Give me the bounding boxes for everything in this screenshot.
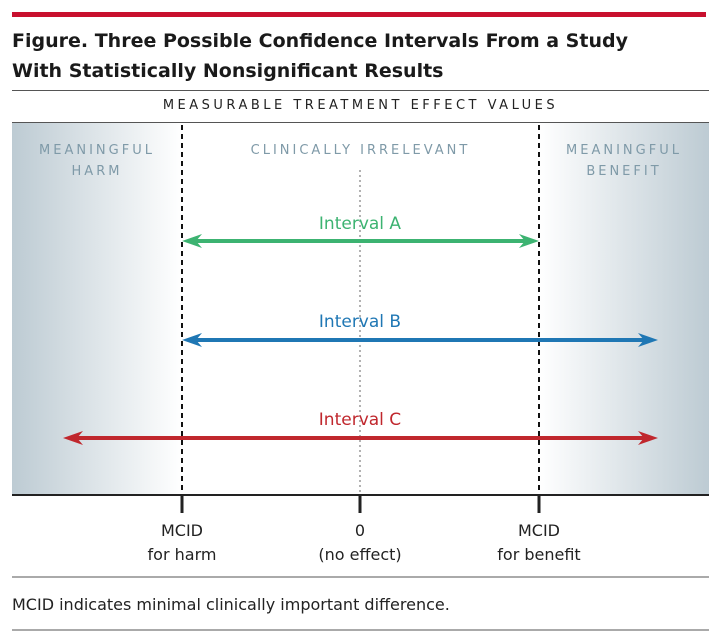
zone-clinically-irrelevant: CLINICALLY IRRELEVANT [182,140,539,161]
figure-title-line-1: Figure. Three Possible Confidence Interv… [12,30,628,52]
tick-label-mcid-harm: MCID for harm [102,519,262,567]
mcid-benefit-line-1: MCID [517,521,560,540]
zero-line-1: 0 [354,521,366,540]
top-accent-rule [12,12,706,17]
band-bottom-rule [12,122,709,123]
arrowhead-right [519,234,539,248]
footnote: MCID indicates minimal clinically import… [12,595,450,614]
interval-a-arrow [182,234,539,248]
zone-benefit-line-2: BENEFIT [586,164,662,179]
arrowhead-left [63,431,83,445]
arrowhead-left [182,333,202,347]
arrowhead-right [638,333,658,347]
tick-label-zero: 0 (no effect) [280,519,440,567]
mcid-benefit-line-2: for benefit [497,545,581,564]
zone-harm-line-1: MEANINGFUL [39,143,155,158]
interval-c-label: Interval C [318,410,402,430]
interval-c-arrow [63,431,658,445]
arrowhead-left [182,234,202,248]
band-top-rule [12,90,709,91]
interval-a-label: Interval A [318,214,402,234]
zone-irrelevant-label: CLINICALLY IRRELEVANT [250,143,471,158]
benefit-zone-shading [539,123,709,495]
zone-meaningful-benefit: MEANINGFUL BENEFIT [539,140,709,182]
band-label: MEASURABLE TREATMENT EFFECT VALUES [162,98,559,113]
zone-harm-line-2: HARM [71,164,123,179]
interval-b-arrow [182,333,658,347]
mcid-harm-line-1: MCID [160,521,203,540]
mcid-harm-line-2: for harm [147,545,217,564]
figure-title-line-2: With Statistically Nonsignificant Result… [12,60,444,82]
interval-b-label: Interval B [318,312,402,332]
figure-title: Figure. Three Possible Confidence Interv… [12,26,712,86]
zone-benefit-line-1: MEANINGFUL [566,143,682,158]
arrowhead-right [638,431,658,445]
harm-zone-shading [12,123,182,495]
tick-label-mcid-benefit: MCID for benefit [459,519,619,567]
zone-meaningful-harm: MEANINGFUL HARM [12,140,182,182]
zero-line-2: (no effect) [318,545,402,564]
